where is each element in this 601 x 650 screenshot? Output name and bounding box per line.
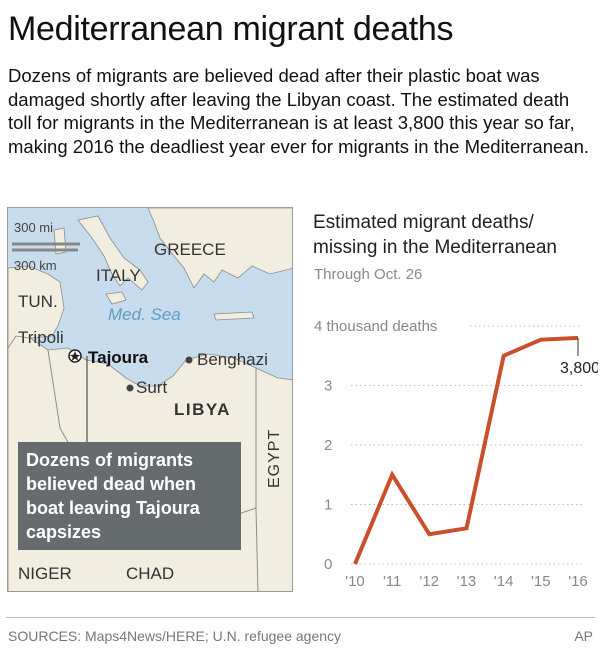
greece-land [147, 208, 292, 289]
intro-text: Dozens of migrants are believed dead aft… [8, 65, 590, 157]
label-med-sea: Med. Sea [108, 305, 181, 324]
label-surt: Surt [136, 378, 168, 397]
y-tick-label: 4 thousand deaths [314, 318, 437, 335]
chart-title: Estimated migrant deaths/ missing in the… [313, 212, 557, 258]
series-line [353, 335, 579, 565]
sardinia-land [53, 227, 67, 255]
benghazi-dot [185, 356, 193, 364]
label-niger: NIGER [18, 564, 72, 583]
line-chart: 0 1 2 3 4 thousand deaths '10 '11 '12 '13 '14 '15 '… [314, 318, 598, 590]
label-libya: LIBYA [174, 400, 231, 419]
label-italy: ITALY [96, 266, 141, 285]
x-tick-label: '12 [420, 573, 440, 590]
footer-divider [6, 617, 595, 618]
label-tajoura: Tajoura [88, 348, 149, 367]
sicily-land [105, 291, 127, 305]
map-panel: 300 mi 300 km GREECE ITALY TUN. Med. Sea… [7, 207, 293, 592]
label-egypt: EGYPT [266, 428, 283, 488]
label-tun: TUN. [18, 292, 58, 311]
label-tripoli: Tripoli [18, 328, 64, 347]
credit-label: AP [574, 628, 593, 644]
x-tick-label: '13 [457, 573, 477, 590]
x-tick-label: '16 [568, 573, 588, 590]
star-icon [70, 351, 80, 361]
tunisia-land [8, 265, 65, 349]
surt-dot [126, 384, 134, 392]
map-callout: Dozens of migrants believed dead when bo… [18, 442, 241, 550]
page-title: Mediterranean migrant deaths [8, 10, 454, 48]
label-greece: GREECE [154, 240, 226, 259]
label-benghazi: Benghazi [197, 350, 268, 369]
y-tick-label: 1 [324, 497, 332, 514]
x-tick-label: '15 [531, 573, 551, 590]
scale-label-km: 300 km [14, 258, 57, 273]
x-tick-label: '11 [383, 573, 401, 590]
label-chad: CHAD [126, 564, 175, 583]
scale-label-mi: 300 mi [14, 220, 54, 235]
y-tick-label: 3 [324, 378, 332, 395]
chart-subtitle: Through Oct. 26 [314, 266, 423, 283]
source-note: SOURCES: Maps4News/HERE; U.N. refugee ag… [8, 628, 342, 644]
italy-land [77, 215, 149, 291]
x-tick-label: '14 [494, 573, 514, 590]
crete-land [213, 311, 255, 321]
end-data-label: 3,800 [560, 360, 598, 377]
y-tick-label: 0 [324, 556, 332, 573]
y-tick-label: 2 [324, 437, 332, 454]
x-tick-label: '10 [345, 573, 365, 590]
